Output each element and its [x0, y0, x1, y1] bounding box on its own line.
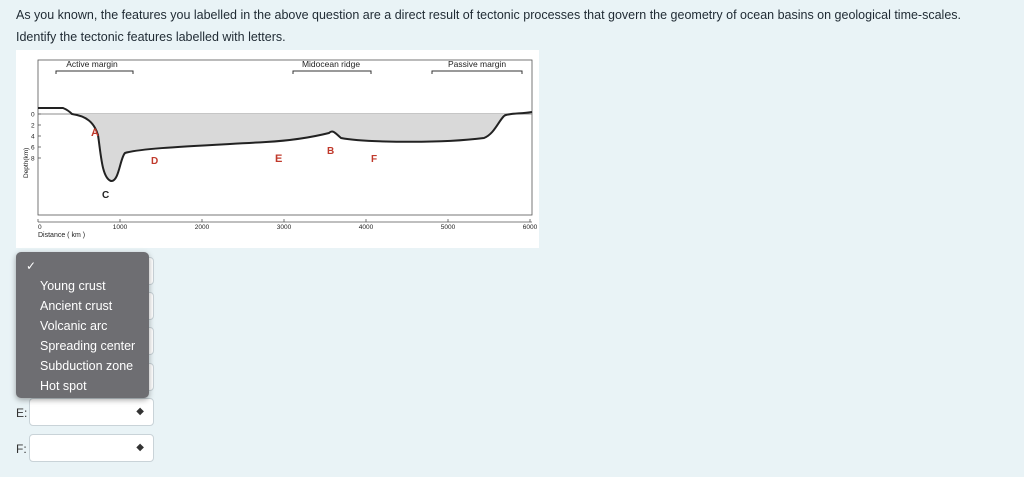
label-a: A: [91, 127, 99, 139]
question-text: As you known, the features you labelled …: [16, 8, 961, 22]
x-tick-label: 2000: [195, 224, 210, 231]
y-tick-label: 0: [31, 112, 35, 119]
label-b: B: [327, 146, 334, 157]
question-instruction: Identify the tectonic features labelled …: [16, 30, 286, 44]
x-tick-label: 5000: [441, 224, 456, 231]
passive-margin-label: Passive margin: [448, 59, 506, 69]
x-tick-label: 1000: [113, 224, 128, 231]
option-hot-spot[interactable]: Hot spot: [40, 379, 87, 393]
checkmark-icon: ✓: [26, 259, 37, 273]
midocean-ridge-label: Midocean ridge: [302, 59, 360, 69]
option-volcanic-arc[interactable]: Volcanic arc: [40, 319, 108, 333]
ocean-water: [72, 114, 504, 182]
answer-row-f: F: ◆: [16, 434, 161, 464]
passive-margin-bracket: [431, 70, 523, 74]
answer-select-f[interactable]: ◆: [29, 434, 154, 462]
y-axis-ticks: 0 2 4 6 8: [31, 112, 41, 163]
active-margin-bracket: [55, 70, 134, 74]
label-f: F: [371, 154, 377, 165]
option-subduction-zone[interactable]: Subduction zone: [40, 359, 134, 373]
plot-frame: [37, 59, 533, 216]
ocean-basin-figure: Active margin Midocean ridge Passive mar…: [16, 50, 539, 248]
up-down-arrows-icon: ◆: [136, 442, 144, 453]
answer-label-e: E:: [16, 406, 28, 420]
y-tick-label: 4: [31, 134, 35, 141]
label-e: E: [275, 153, 282, 165]
x-axis-label: Distance ( km ): [38, 232, 85, 239]
x-tick-label: 6000: [523, 224, 538, 231]
option-young-crust[interactable]: Young crust: [40, 279, 106, 293]
option-spreading-center[interactable]: Spreading center: [40, 339, 136, 353]
x-tick-label: 4000: [359, 224, 374, 231]
y-tick-label: 8: [31, 156, 35, 163]
label-d: D: [151, 156, 158, 167]
answer-select-e[interactable]: ◆: [29, 398, 154, 426]
x-tick-label: 3000: [277, 224, 292, 231]
options-dropdown-menu: ✓ Young crust Ancient crust Volcanic arc…: [16, 252, 149, 398]
margin-brackets: [55, 70, 523, 74]
y-axis-label: Depth(km): [23, 148, 30, 178]
x-axis-ticks: 0 1000 2000 3000 4000 5000 6000: [37, 219, 538, 231]
up-down-arrows-icon: ◆: [136, 406, 144, 417]
sea-floor-profile: [38, 107, 533, 182]
y-tick-label: 2: [31, 123, 35, 130]
option-ancient-crust[interactable]: Ancient crust: [40, 299, 113, 313]
active-margin-label: Active margin: [66, 59, 118, 69]
answer-row-e: E: ◆: [16, 398, 161, 428]
midocean-ridge-bracket: [292, 70, 372, 74]
ocean-profile-diagram: Active margin Midocean ridge Passive mar…: [23, 59, 538, 239]
answer-label-f: F:: [16, 442, 27, 456]
x-tick-label: 0: [38, 224, 42, 231]
y-tick-label: 6: [31, 145, 35, 152]
label-c: C: [102, 190, 109, 201]
